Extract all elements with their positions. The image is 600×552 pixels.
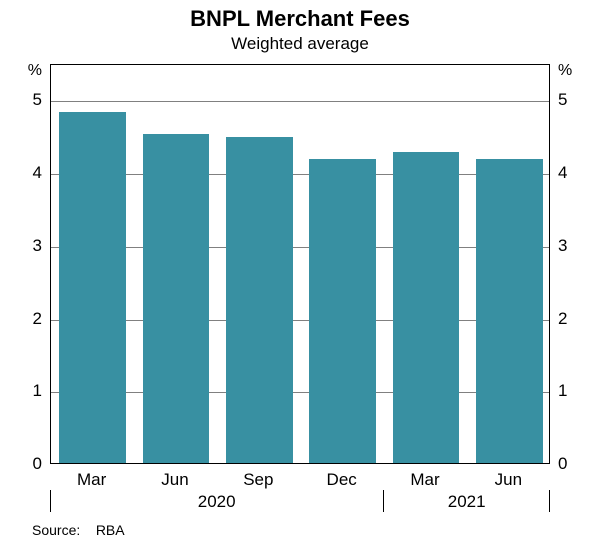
plot-area [50, 64, 550, 464]
bar [143, 134, 210, 463]
x-year-label: 2021 [448, 492, 486, 512]
y-tick-left: 2 [0, 309, 42, 329]
chart-subtitle: Weighted average [0, 32, 600, 54]
gridline [51, 101, 549, 102]
x-tick: Jun [161, 470, 188, 490]
y-tick-right: 3 [558, 236, 567, 256]
x-tick: Dec [327, 470, 357, 490]
bar [309, 159, 376, 463]
x-tick: Jun [495, 470, 522, 490]
y-tick-left: 1 [0, 381, 42, 401]
x-axis-edge-tick [50, 490, 51, 512]
source-line: Source: RBA [32, 522, 125, 538]
y-tick-left: 3 [0, 236, 42, 256]
y-axis-unit-left: % [0, 62, 42, 80]
source-value: RBA [96, 522, 125, 538]
x-year-label: 2020 [198, 492, 236, 512]
y-tick-right: 1 [558, 381, 567, 401]
x-tick: Sep [243, 470, 273, 490]
x-tick: Mar [410, 470, 439, 490]
y-tick-right: 0 [558, 454, 567, 474]
y-tick-left: 5 [0, 90, 42, 110]
chart-title: BNPL Merchant Fees [0, 0, 600, 32]
bar [59, 112, 126, 463]
bar [476, 159, 543, 463]
y-tick-right: 4 [558, 163, 567, 183]
x-year-divider [383, 490, 384, 512]
source-label: Source: [32, 522, 80, 538]
x-axis-edge-tick [549, 490, 550, 512]
y-tick-right: 2 [558, 309, 567, 329]
bnpl-chart: BNPL Merchant Fees Weighted average % % … [0, 0, 600, 552]
bar [393, 152, 460, 463]
y-tick-left: 0 [0, 454, 42, 474]
y-tick-right: 5 [558, 90, 567, 110]
x-tick: Mar [77, 470, 106, 490]
bar [226, 137, 293, 463]
y-axis-unit-right: % [558, 62, 572, 80]
y-tick-left: 4 [0, 163, 42, 183]
